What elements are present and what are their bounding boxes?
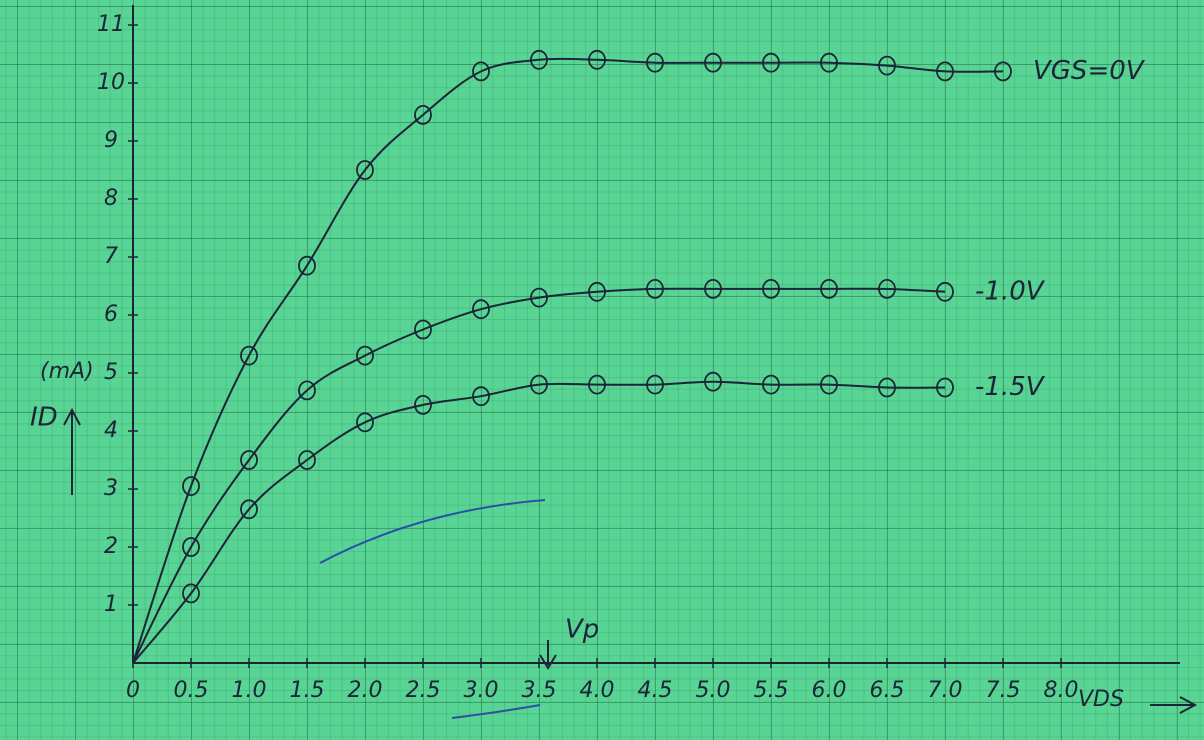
y-tick-label: 10	[97, 70, 125, 95]
x-tick-label: 6.5	[870, 678, 905, 703]
x-tick-label: 2.0	[348, 678, 383, 703]
x-tick-label: 1.0	[232, 678, 267, 703]
y-tick-label: 9	[104, 128, 118, 153]
y-tick-label: 3	[104, 476, 118, 501]
x-tick-label: 8.0	[1044, 678, 1079, 703]
y-tick-label: 8	[104, 186, 118, 211]
curve	[133, 382, 945, 663]
curve	[133, 59, 1003, 663]
x-axis-label: VDS	[1078, 687, 1124, 712]
series-label: -1.5V	[975, 372, 1046, 402]
x-arrow	[1150, 697, 1195, 713]
x-tick-label: 6.0	[812, 678, 847, 703]
y-tick-label: 4	[104, 418, 118, 443]
x-tick-label: 4.0	[580, 678, 615, 703]
annotation: Vp	[565, 615, 599, 645]
y-axis-label: ID	[30, 403, 58, 433]
x-tick-label: 1.5	[290, 678, 325, 703]
x-tick-label: 3.0	[464, 678, 499, 703]
y-arrow	[64, 410, 80, 495]
x-tick-label: 2.5	[406, 678, 441, 703]
pen-stroke	[320, 500, 545, 563]
y-tick-label: 2	[104, 534, 118, 559]
x-tick-label: 0	[126, 678, 140, 703]
x-tick-label: 5.0	[696, 678, 731, 703]
y-tick-label: 5	[104, 360, 118, 385]
series-label: VGS=0V	[1033, 56, 1146, 86]
x-tick-label: 0.5	[174, 678, 209, 703]
x-tick-label: 7.0	[928, 678, 963, 703]
series-label: -1.0V	[975, 276, 1046, 306]
y-tick-label: 7	[104, 244, 118, 269]
y-tick-label: 1	[104, 592, 118, 617]
x-tick-label: 3.5	[522, 678, 557, 703]
x-tick-label: 7.5	[986, 678, 1021, 703]
chart: (mA) ID VDS Vp 0 0.5 1.0 1.5 2.0 2.5 3.0 3.5 4.0…	[0, 0, 1204, 740]
y-tick-label: 11	[97, 12, 125, 37]
y-tick-label: 6	[104, 302, 118, 327]
unit-label: (mA)	[40, 359, 94, 384]
graph-paper: (mA) ID VDS Vp 0 0.5 1.0 1.5 2.0 2.5 3.0 3.5 4.0…	[0, 0, 1204, 740]
pen-stroke	[452, 705, 540, 718]
x-tick-label: 5.5	[754, 678, 789, 703]
x-tick-label: 4.5	[638, 678, 673, 703]
